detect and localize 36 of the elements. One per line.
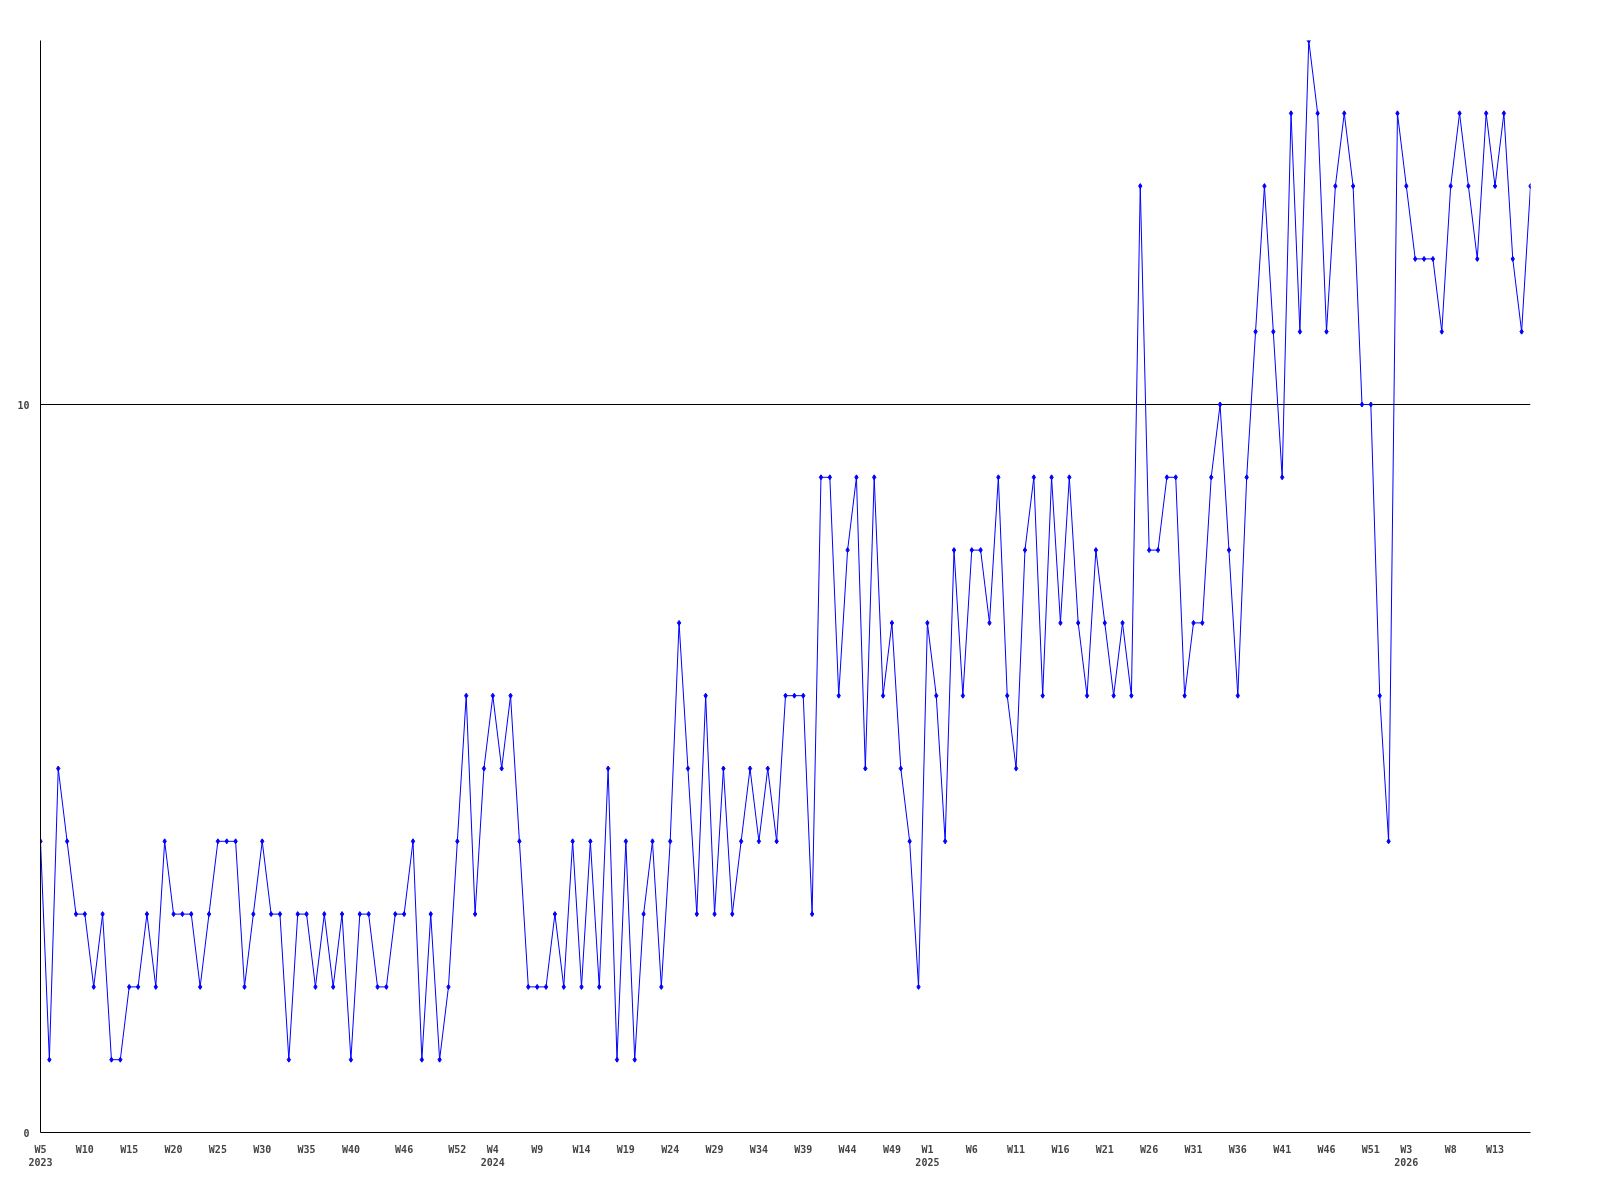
x-tick-label: W52 [448, 1143, 467, 1155]
x-tick-label: W25 [208, 1143, 227, 1155]
x-tick-label: W29 [705, 1143, 724, 1155]
x-tick-label: W44 [838, 1143, 857, 1155]
x-tick-label: W49 [882, 1143, 901, 1155]
x-tick-label: W1 2025 [915, 1143, 940, 1168]
y-tick-label: 10 [17, 399, 30, 411]
x-tick-label: W5 2023 [28, 1143, 53, 1168]
x-tick-label: W10 [75, 1143, 94, 1155]
x-tick-label: W30 [253, 1143, 272, 1155]
x-tick-label: W51 [1361, 1143, 1380, 1155]
x-tick-label: W46 [395, 1143, 414, 1155]
x-tick-label: W19 [616, 1143, 635, 1155]
x-tick-label: W16 [1051, 1143, 1070, 1155]
x-tick-label: W24 [661, 1143, 680, 1155]
x-tick-label: W41 [1273, 1143, 1292, 1155]
y-tick-label: 0 [23, 1127, 30, 1139]
x-tick-label: W4 2024 [480, 1143, 505, 1168]
x-tick-label: W14 [572, 1143, 591, 1155]
x-tick-label: W3 2026 [1394, 1143, 1419, 1168]
x-tick-label: W13 [1485, 1143, 1505, 1155]
x-tick-label: W26 [1140, 1143, 1159, 1155]
x-tick-label: W6 [965, 1143, 978, 1155]
x-tick-label: W46 [1317, 1143, 1336, 1155]
x-tick-label: W35 [297, 1143, 316, 1155]
x-tick-label: W21 [1095, 1143, 1114, 1155]
x-tick-label: W20 [164, 1143, 183, 1155]
x-tick-label: W34 [749, 1143, 768, 1155]
x-tick-label: W31 [1184, 1143, 1203, 1155]
x-tick-label: W8 [1444, 1143, 1457, 1155]
x-tick-label: W15 [120, 1143, 139, 1155]
x-tick-label: W11 [1007, 1143, 1026, 1155]
x-tick-label: W40 [341, 1143, 360, 1155]
x-tick-label: W36 [1228, 1143, 1247, 1155]
x-tick-label: W39 [794, 1143, 813, 1155]
x-tick-label: W9 [531, 1143, 544, 1155]
